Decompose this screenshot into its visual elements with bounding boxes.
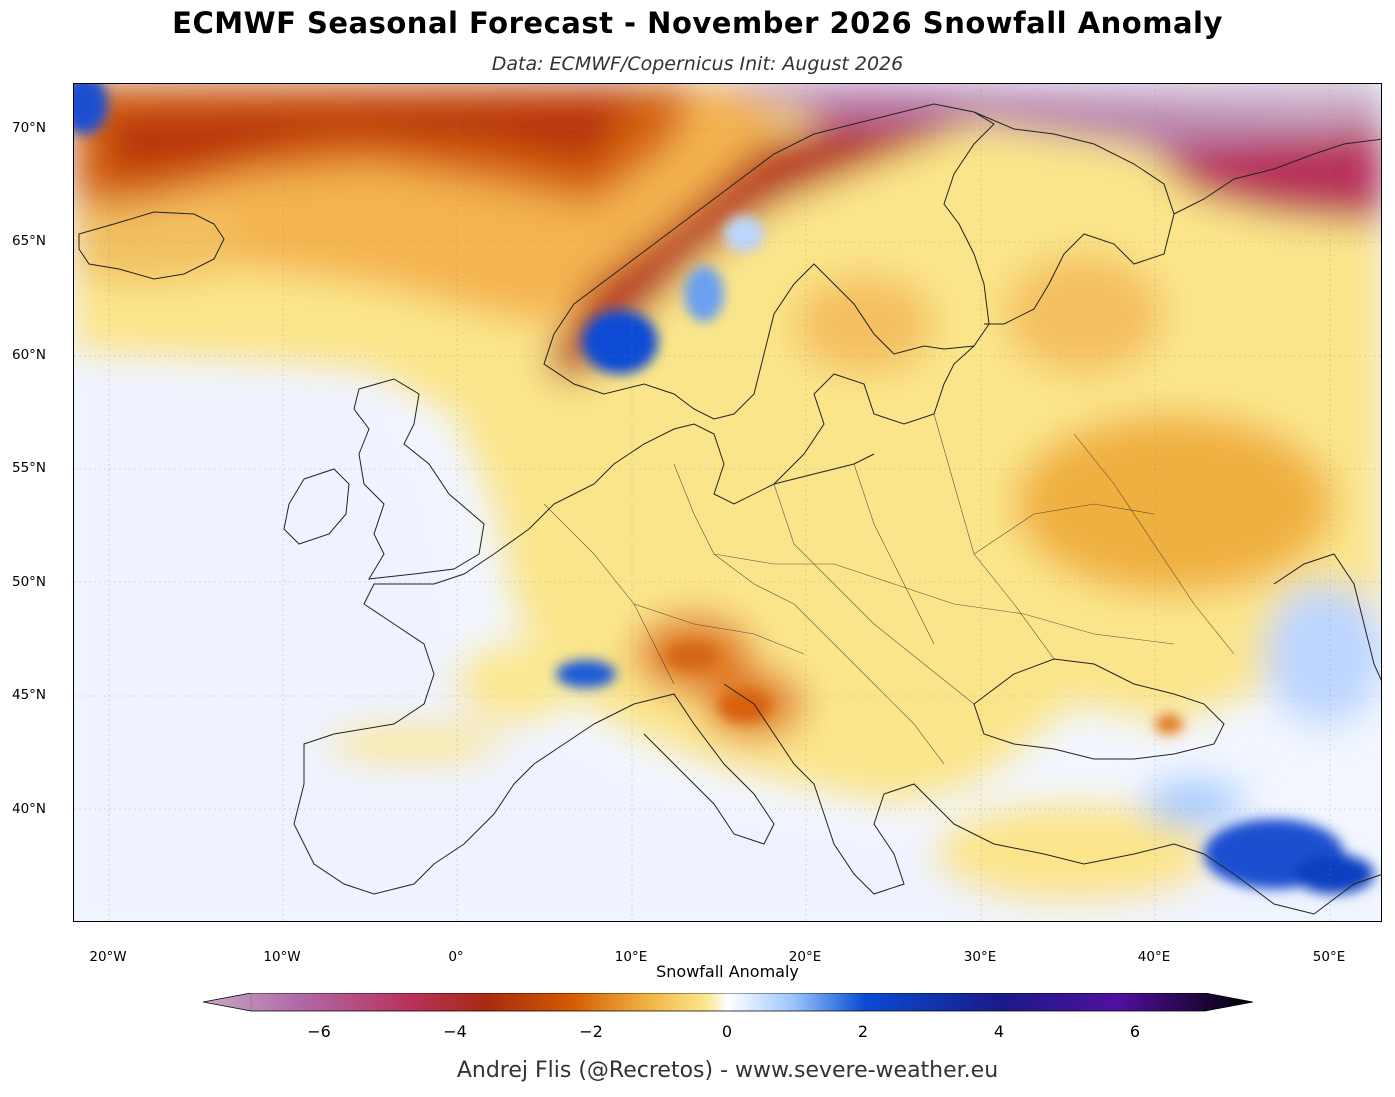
map-title: ECMWF Seasonal Forecast - November 2026 … <box>172 6 1223 40</box>
lat-label-50n: 50°N <box>12 574 47 590</box>
map-subtitle: Data: ECMWF/Copernicus Init: August 2026 <box>491 53 904 75</box>
lat-label-45n: 45°N <box>12 687 47 703</box>
colorbar <box>202 992 1254 1019</box>
anomaly-extremes <box>74 84 1374 894</box>
colorbar-tick-0: 0 <box>721 1022 733 1041</box>
colorbar-tick-6: 6 <box>1129 1022 1141 1041</box>
lon-label-10w: 10°W <box>263 949 301 965</box>
lon-label-30e: 30°E <box>963 949 997 965</box>
lon-label-40e: 40°E <box>1137 949 1171 965</box>
lon-label-0: 0° <box>448 949 464 965</box>
coastlines <box>78 103 1381 915</box>
colorbar-tick-neg6: −6 <box>307 1022 331 1041</box>
colorbar-tick-neg4: −4 <box>443 1022 467 1041</box>
lon-label-20w: 20°W <box>89 949 127 965</box>
country-borders <box>543 413 1235 765</box>
colorbar-graphic <box>202 992 1254 1012</box>
map-panel <box>73 83 1382 922</box>
lat-label-65n: 65°N <box>12 233 47 249</box>
lat-label-55n: 55°N <box>12 460 47 476</box>
colorbar-title: Snowfall Anomaly <box>656 962 799 981</box>
lat-label-70n: 70°N <box>12 120 47 136</box>
graticule <box>74 84 1381 921</box>
anomaly-map <box>74 84 1381 921</box>
lat-label-40n: 40°N <box>12 801 47 817</box>
lon-label-20e: 20°E <box>788 949 822 965</box>
anomaly-field <box>74 84 1381 921</box>
colorbar-tick-neg2: −2 <box>579 1022 603 1041</box>
colorbar-tick-4: 4 <box>993 1022 1005 1041</box>
lon-label-50e: 50°E <box>1312 949 1346 965</box>
lon-label-10e: 10°E <box>614 949 648 965</box>
credit-footer: Andrej Flis (@Recretos) - www.severe-wea… <box>456 1058 999 1083</box>
colorbar-tick-2: 2 <box>857 1022 869 1041</box>
lat-label-60n: 60°N <box>12 347 47 363</box>
